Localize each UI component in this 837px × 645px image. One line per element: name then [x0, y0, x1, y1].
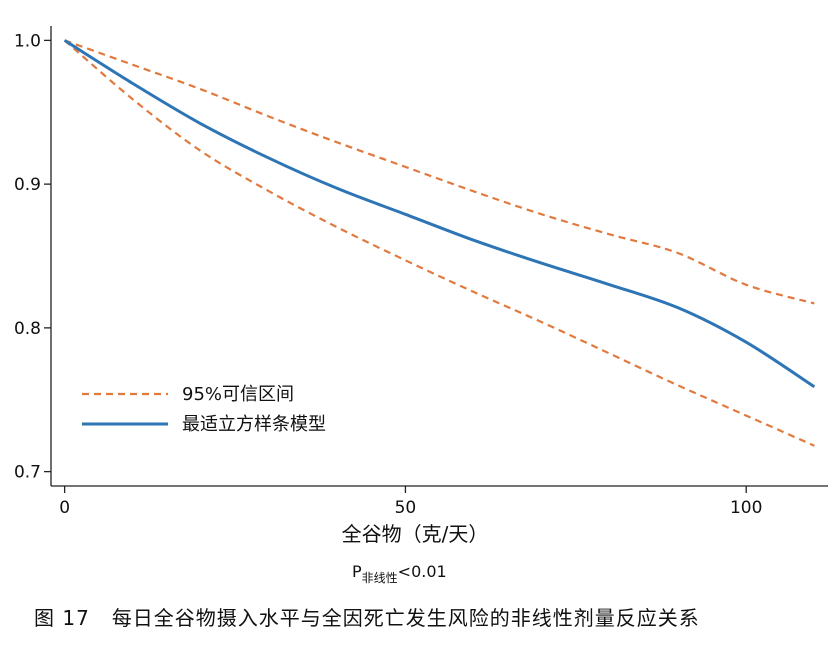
- x-axis-label: 全谷物（克/天）: [342, 522, 489, 546]
- figure-number: 图 17: [34, 606, 90, 630]
- figure-title: 每日全谷物摄入水平与全因死亡发生风险的非线性剂量反应关系: [111, 606, 700, 630]
- figure-caption: 图 17 每日全谷物摄入水平与全因死亡发生风险的非线性剂量反应关系: [34, 602, 700, 631]
- ci-lower-line: [63, 39, 815, 447]
- spline-model-line: [63, 39, 816, 389]
- legend-label-ci: 95%可信区间: [182, 384, 294, 405]
- p-value-subscript: 非线性: [362, 571, 398, 585]
- x-tick-label: 0: [59, 498, 70, 518]
- p-value-rest: <0.01: [398, 562, 447, 581]
- legend-label-model: 最适立方样条模型: [182, 414, 326, 435]
- series-layer: [63, 39, 816, 447]
- p-value-note: P非线性<0.01: [352, 562, 447, 585]
- p-value-main: P: [352, 562, 362, 581]
- y-tick-label: 0.8: [14, 319, 41, 339]
- y-tick-label: 0.9: [14, 175, 41, 195]
- y-tick-label: 0.7: [14, 463, 41, 483]
- axes: 0.7 0.8 0.9 1.0 0 50 100: [14, 26, 828, 518]
- ci-upper-line: [64, 39, 815, 305]
- x-tick-label: 100: [730, 498, 762, 518]
- y-tick-label: 1.0: [14, 31, 41, 51]
- x-tick-label: 50: [395, 498, 417, 518]
